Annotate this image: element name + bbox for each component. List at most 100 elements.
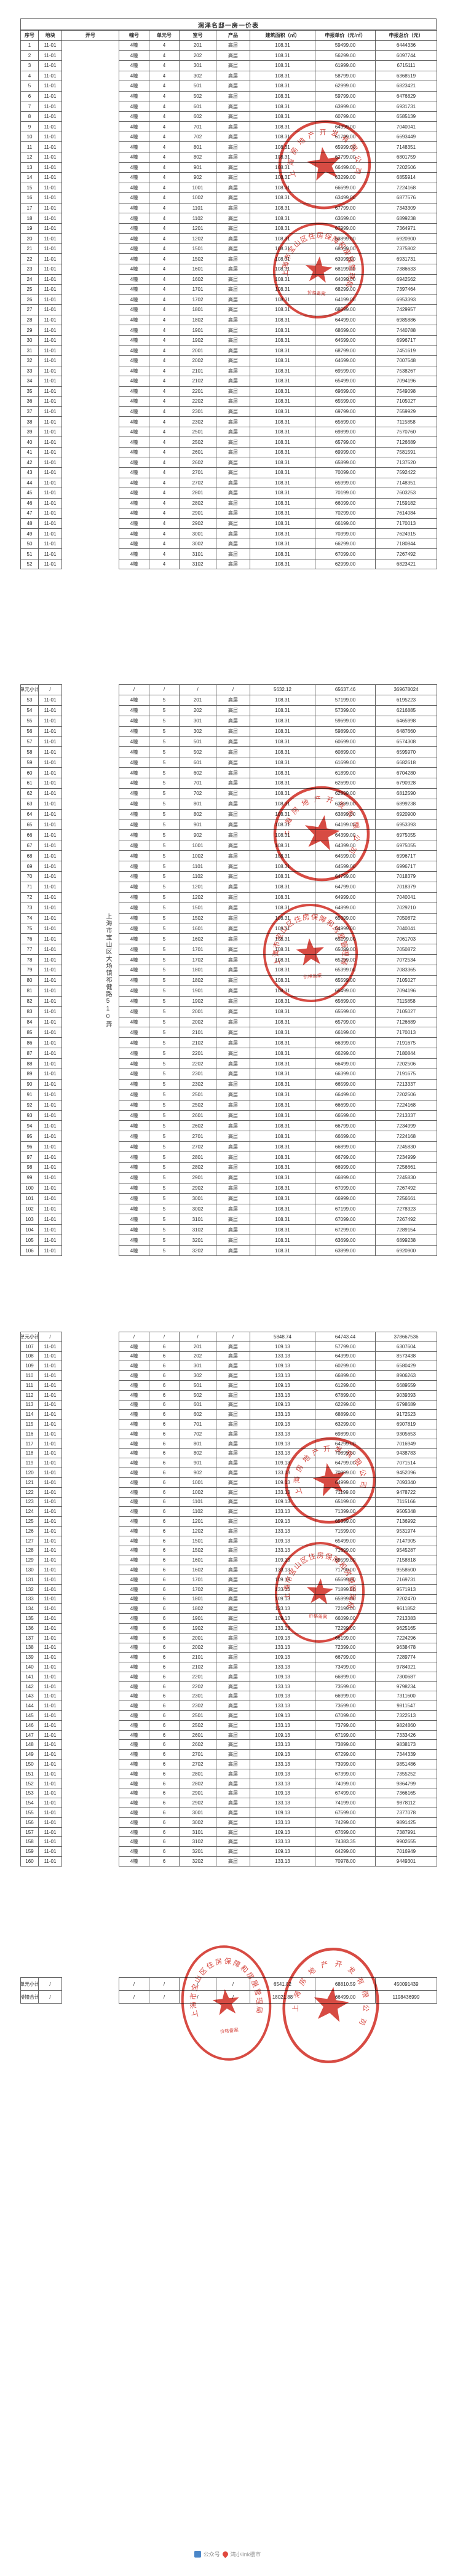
subtotal-label-cell: / xyxy=(39,1332,62,1342)
table-row-cell: 202 xyxy=(180,705,216,716)
table-row-cell: 4幢 xyxy=(119,1089,149,1100)
table-row-cell: 4幢 xyxy=(119,1361,149,1372)
table-row-cell: 61899.00 xyxy=(315,768,376,779)
table-row-cell: 109.13 xyxy=(250,1614,315,1624)
table-row-cell: 5 xyxy=(149,695,180,706)
table-row-cell: 1602 xyxy=(180,274,216,285)
table-row-cell: 99 xyxy=(21,1172,39,1183)
table-row-cell: 2002 xyxy=(180,1643,216,1653)
table-row-cell: 57199.00 xyxy=(315,695,376,706)
table-row-cell: 7115858 xyxy=(376,996,437,1007)
table-row-cell: 67299.00 xyxy=(315,1750,376,1760)
table-row-cell: 64299.00 xyxy=(315,1439,376,1449)
table-row-cell: 高层 xyxy=(216,61,250,71)
table-row-cell: 11-01 xyxy=(39,1497,62,1507)
table-row-cell: 132 xyxy=(21,1584,39,1595)
table-row-cell: 702 xyxy=(180,132,216,143)
table-row-cell: 2001 xyxy=(180,1006,216,1017)
table-row-cell: 133.13 xyxy=(250,1526,315,1536)
pin-icon xyxy=(221,2550,229,2558)
table-row-cell: 4 xyxy=(149,539,180,550)
table-row-cell: 高层 xyxy=(216,955,250,966)
table-row-cell: 5 xyxy=(149,778,180,789)
table-row-cell: 11-01 xyxy=(39,882,62,893)
table-row-cell: 42 xyxy=(21,457,39,468)
table-row-cell: 6 xyxy=(149,1497,180,1507)
table-row-cell: 5 xyxy=(149,820,180,831)
table-row-cell: 70899.00 xyxy=(315,1448,376,1459)
table-row-cell: 11-01 xyxy=(39,830,62,841)
table-row-cell: 11-01 xyxy=(39,1100,62,1111)
table-row-cell: 9811547 xyxy=(376,1701,437,1712)
table-row-cell: 66199.00 xyxy=(315,1027,376,1038)
table-row-cell: 59699.00 xyxy=(315,716,376,727)
table-row-cell: 5 xyxy=(149,996,180,1007)
table-row-cell: 7603253 xyxy=(376,488,437,499)
table-row-cell: 11-01 xyxy=(39,1390,62,1401)
table-row-cell: 11-01 xyxy=(39,366,62,377)
table-row-cell: 46 xyxy=(21,498,39,509)
table-row-cell: 133.13 xyxy=(250,1546,315,1556)
table-row-cell: 108.31 xyxy=(250,71,315,82)
table-row-cell: 502 xyxy=(180,91,216,102)
table-row-cell: 11-01 xyxy=(39,726,62,737)
table-row-cell: 2501 xyxy=(180,427,216,438)
table-row-cell: 4幢 xyxy=(119,1410,149,1420)
table-row-cell: 92 xyxy=(21,1100,39,1111)
table-row-cell: 302 xyxy=(180,71,216,82)
table-row-cell: 158 xyxy=(21,1837,39,1847)
table-row-cell: 11-01 xyxy=(39,705,62,716)
table-row-cell: 101 xyxy=(21,1193,39,1204)
table-row-cell: 4幢 xyxy=(119,1662,149,1672)
table-row-cell: 11-01 xyxy=(39,355,62,366)
table-row-cell: 7344339 xyxy=(376,1750,437,1760)
table-row-cell: 4 xyxy=(149,355,180,366)
table-row-cell: 702 xyxy=(180,788,216,799)
table-row-cell: 64299.00 xyxy=(315,1847,376,1857)
table-row-cell: 73799.00 xyxy=(315,1720,376,1731)
table-row-cell: 4 xyxy=(149,529,180,539)
table-row-cell: 4幢 xyxy=(119,1565,149,1575)
table-row-cell: 5 xyxy=(149,851,180,862)
table-row-cell: 7105027 xyxy=(376,1006,437,1017)
table-row-cell: 1202 xyxy=(180,892,216,903)
table-row-cell: 74 xyxy=(21,913,39,924)
table-row-cell: 9438783 xyxy=(376,1448,437,1459)
table-row-cell: 7267492 xyxy=(376,549,437,559)
table-row-cell: 7256661 xyxy=(376,1193,437,1204)
table-row-cell: 5 xyxy=(149,861,180,872)
table-row-cell: 64199.00 xyxy=(315,294,376,306)
table-row-cell: 11-01 xyxy=(39,1653,62,1663)
table-row-cell: 6 xyxy=(149,1711,180,1721)
table-row-cell: 11-01 xyxy=(39,397,62,407)
table-row-cell: 11-01 xyxy=(39,934,62,945)
table-row-cell: 高层 xyxy=(216,549,250,559)
table-row-cell: 高层 xyxy=(216,726,250,737)
table-row-cell: 高层 xyxy=(216,1351,250,1362)
table-row-cell: 11-01 xyxy=(39,965,62,976)
table-row-cell: 11-01 xyxy=(39,41,62,51)
table-row-cell: 6 xyxy=(149,1653,180,1663)
table-row-cell: 1501 xyxy=(180,1536,216,1546)
table-row-cell: 高层 xyxy=(216,386,250,397)
table-row-cell: 86 xyxy=(21,1038,39,1049)
table-row-cell: 2102 xyxy=(180,1038,216,1049)
table-row-cell: 5 xyxy=(149,903,180,914)
table-row-cell: 11-01 xyxy=(39,1672,62,1682)
table-row-cell: 152 xyxy=(21,1779,39,1789)
table-row-cell: 高层 xyxy=(216,1653,250,1663)
table-row-cell: 2101 xyxy=(180,1653,216,1663)
address-vertical-text: 上海市宝山区大场镇祁健路510弄 xyxy=(105,913,111,1028)
table-row-cell: 6823421 xyxy=(376,81,437,92)
table-row-cell: 4幢 xyxy=(119,1214,149,1225)
table-row-cell: 4幢 xyxy=(119,1458,149,1469)
subtotal-cell: 64743.44 xyxy=(315,1332,376,1342)
table-row-cell: 5 xyxy=(149,726,180,737)
table-row-cell: 7040041 xyxy=(376,122,437,132)
table-row-cell: 108.31 xyxy=(250,335,315,346)
table-row-cell: 2302 xyxy=(180,417,216,427)
table-row-cell: 62699.00 xyxy=(315,778,376,789)
table-row-cell: 11-01 xyxy=(39,264,62,275)
table-row-cell: 72 xyxy=(21,892,39,903)
summary-label-cell: / xyxy=(39,1991,62,2004)
